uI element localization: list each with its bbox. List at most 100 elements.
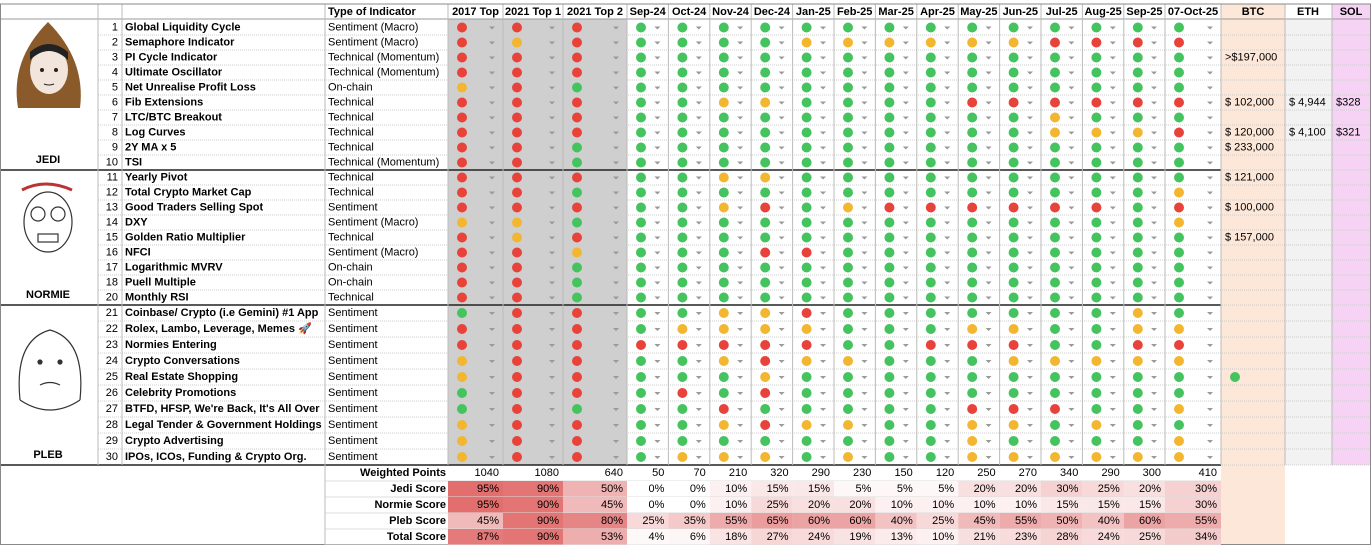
status-dot bbox=[636, 404, 646, 414]
dropdown-arrow bbox=[985, 176, 992, 180]
dropdown-arrow bbox=[820, 26, 826, 30]
dropdown-arrow bbox=[902, 251, 909, 255]
score-cell bbox=[709, 513, 752, 529]
indicator-name: DXY bbox=[125, 216, 148, 228]
status-dot bbox=[457, 277, 467, 288]
status-dot bbox=[572, 292, 582, 303]
dropdown-arrow bbox=[489, 360, 495, 363]
dropdown-arrow bbox=[1151, 86, 1157, 90]
status-dot bbox=[572, 157, 582, 168]
status-dot bbox=[1091, 372, 1102, 382]
dropdown-arrow bbox=[549, 281, 555, 285]
status-dot bbox=[677, 127, 688, 138]
status-dot bbox=[636, 452, 646, 462]
dropdown-arrow bbox=[944, 146, 951, 150]
dropdown-arrow bbox=[549, 131, 555, 135]
status-dot bbox=[636, 187, 646, 198]
dropdown-arrow bbox=[820, 266, 826, 270]
dropdown-arrow bbox=[902, 392, 909, 395]
dropdown-arrow bbox=[1207, 456, 1213, 459]
status-dot bbox=[760, 127, 771, 138]
status-dot bbox=[1050, 202, 1060, 213]
status-dot bbox=[1132, 127, 1143, 138]
dropdown-arrow bbox=[489, 86, 495, 90]
dropdown-arrow bbox=[1207, 191, 1213, 195]
dropdown-arrow bbox=[820, 312, 826, 315]
summary-value: 290 bbox=[812, 467, 830, 479]
score-cell bbox=[1082, 529, 1124, 545]
dropdown-arrow bbox=[695, 116, 702, 120]
status-dot bbox=[1174, 308, 1184, 318]
status-dot bbox=[636, 37, 646, 48]
dropdown-arrow bbox=[654, 360, 661, 363]
status-dot bbox=[925, 37, 936, 48]
status-dot bbox=[457, 37, 467, 48]
dropdown-arrow bbox=[902, 266, 909, 270]
status-dot bbox=[1174, 127, 1184, 138]
dropdown-arrow bbox=[549, 266, 555, 270]
status-dot bbox=[1132, 187, 1143, 198]
status-dot bbox=[843, 52, 853, 63]
status-dot bbox=[636, 324, 646, 334]
status-dot bbox=[718, 420, 729, 430]
status-dot bbox=[967, 187, 978, 198]
indicator-name: Yearly Pivot bbox=[125, 171, 188, 183]
status-dot bbox=[677, 112, 688, 123]
indicator-type: Sentiment bbox=[328, 355, 378, 367]
status-dot bbox=[572, 340, 582, 350]
summary-value: 45% bbox=[974, 515, 996, 527]
score-cell bbox=[448, 481, 503, 497]
status-dot bbox=[1132, 404, 1143, 414]
dropdown-arrow bbox=[1109, 424, 1116, 427]
dropdown-arrow bbox=[1109, 26, 1116, 30]
summary-value: 60% bbox=[808, 515, 830, 527]
summary-value: 10% bbox=[1015, 499, 1037, 511]
status-dot bbox=[1132, 37, 1143, 48]
dropdown-arrow bbox=[654, 344, 661, 347]
dropdown-arrow bbox=[944, 408, 951, 411]
status-dot bbox=[925, 202, 936, 213]
indicator-type: Sentiment bbox=[328, 307, 378, 319]
score-cell bbox=[448, 529, 503, 545]
status-dot bbox=[1174, 452, 1184, 462]
indicator-name: PI Cycle Indicator bbox=[125, 51, 218, 63]
dropdown-arrow bbox=[944, 440, 951, 443]
column-header: Nov-24 bbox=[712, 6, 750, 18]
column-header: Mar-25 bbox=[878, 6, 913, 18]
indicator-type: Technical (Momentum) bbox=[328, 156, 439, 168]
dropdown-arrow bbox=[549, 71, 555, 75]
status-dot bbox=[925, 292, 936, 303]
dropdown-arrow bbox=[985, 56, 992, 60]
dropdown-arrow bbox=[1151, 101, 1157, 105]
status-dot bbox=[636, 142, 646, 153]
score-cell bbox=[627, 481, 669, 497]
indicator-type: Technical (Momentum) bbox=[328, 66, 439, 78]
dropdown-arrow bbox=[778, 101, 785, 105]
dropdown-arrow bbox=[778, 71, 785, 75]
status-dot bbox=[925, 52, 936, 63]
header-type: Type of Indicator bbox=[328, 6, 417, 18]
status-dot bbox=[457, 97, 467, 108]
row-number: 27 bbox=[106, 403, 118, 415]
dropdown-arrow bbox=[489, 266, 495, 270]
summary-value: 23% bbox=[1015, 531, 1037, 543]
dropdown-arrow bbox=[1109, 146, 1116, 150]
status-dot bbox=[801, 67, 812, 78]
dropdown-arrow bbox=[549, 41, 555, 45]
status-dot bbox=[1132, 324, 1143, 334]
status-dot bbox=[925, 97, 936, 108]
dropdown-arrow bbox=[1027, 376, 1033, 379]
status-dot bbox=[801, 262, 812, 273]
status-dot bbox=[677, 157, 688, 168]
status-dot bbox=[1008, 37, 1019, 48]
row-number: 5 bbox=[112, 81, 118, 93]
dropdown-arrow bbox=[1109, 266, 1116, 270]
dropdown-arrow bbox=[1207, 116, 1213, 120]
status-dot bbox=[718, 388, 729, 398]
dropdown-arrow bbox=[613, 360, 619, 363]
dropdown-arrow bbox=[985, 392, 992, 395]
summary-value: 10% bbox=[932, 531, 954, 543]
status-dot bbox=[801, 324, 812, 334]
status-dot bbox=[1091, 97, 1102, 108]
status-dot bbox=[801, 217, 812, 228]
